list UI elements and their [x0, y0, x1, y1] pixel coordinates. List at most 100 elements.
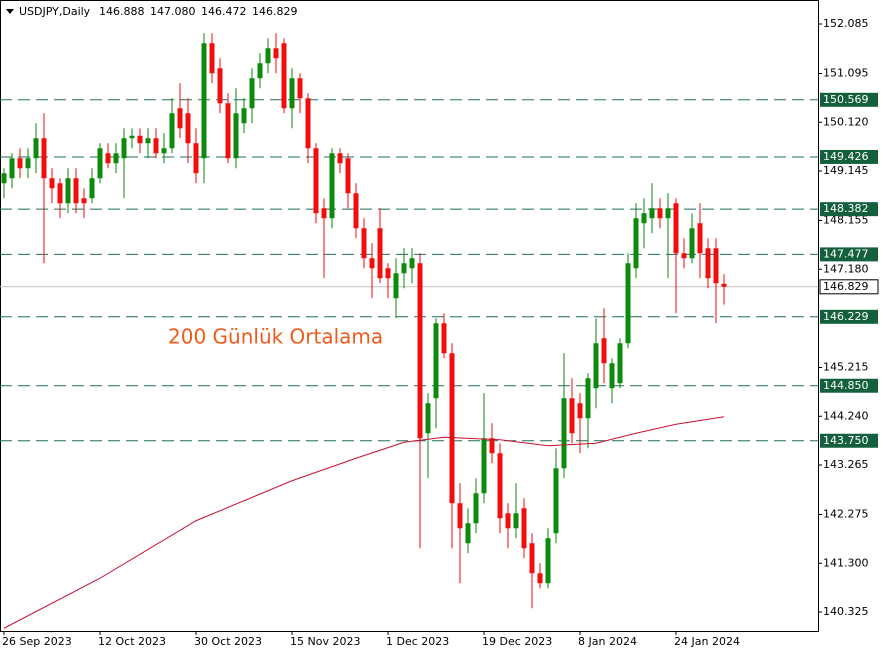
- candle-body: [273, 48, 279, 59]
- y-tick-label: 144.240: [823, 409, 869, 422]
- candle-body: [577, 403, 583, 419]
- candle-body: [705, 248, 711, 279]
- candle-body: [41, 138, 47, 179]
- level-label: 150.569: [823, 93, 869, 106]
- header-low: 146.472: [201, 5, 247, 18]
- candle-body: [65, 178, 71, 204]
- y-tick-label: 145.215: [823, 361, 869, 374]
- candle-body: [305, 98, 311, 149]
- current-price-label: 146.829: [823, 280, 869, 293]
- level-label: 146.229: [823, 310, 869, 323]
- y-tick-label: 149.145: [823, 164, 869, 177]
- candle-body: [169, 113, 175, 149]
- candle-body: [713, 248, 719, 284]
- candle-body: [489, 438, 495, 454]
- candle-body: [137, 135, 143, 144]
- level-label-bg: [820, 247, 878, 262]
- current-price-bg: [819, 279, 879, 295]
- candle-body: [649, 208, 655, 219]
- candle-body: [393, 273, 399, 299]
- candle-body: [593, 343, 599, 389]
- candle-body: [457, 503, 463, 529]
- candle-body: [657, 208, 663, 219]
- candle-body: [97, 148, 103, 179]
- candle-body: [425, 403, 431, 434]
- candle-body: [433, 323, 439, 399]
- candle-body: [297, 78, 303, 99]
- candle-body: [145, 138, 151, 144]
- candle-body: [561, 398, 567, 469]
- candle-body: [49, 178, 55, 189]
- annotation: 200 Günlük Ortalama: [168, 325, 383, 349]
- candle-body: [217, 68, 223, 104]
- level-label-bg: [820, 309, 878, 324]
- candle-body: [281, 43, 287, 109]
- candle-body: [313, 148, 319, 214]
- y-tick-label: 151.095: [823, 67, 869, 80]
- y-tick-label: 150.120: [823, 115, 869, 128]
- x-tick-label: 24 Jan 2024: [674, 635, 740, 648]
- candle-body: [641, 213, 647, 224]
- candle-body: [673, 203, 679, 254]
- x-tick-label: 26 Sep 2023: [2, 635, 72, 648]
- candle-body: [193, 143, 199, 174]
- candle-body: [265, 48, 271, 64]
- candle-body: [681, 253, 687, 259]
- x-tick-label: 1 Dec 2023: [386, 635, 449, 648]
- level-label-bg: [820, 378, 878, 393]
- level-label-bg: [820, 92, 878, 107]
- candle-body: [617, 343, 623, 384]
- candle-body: [17, 158, 23, 169]
- candle-body: [505, 513, 511, 529]
- candle-body: [153, 138, 159, 154]
- y-tick-label: 152.085: [823, 17, 869, 30]
- candle-body: [209, 43, 215, 74]
- candle-body: [529, 543, 535, 574]
- candle-body: [241, 108, 247, 124]
- candle-body: [113, 153, 119, 164]
- candle-body: [473, 493, 479, 524]
- candle-body: [625, 263, 631, 344]
- candle-body: [289, 78, 295, 109]
- candle-body: [497, 453, 503, 519]
- candle-body: [89, 178, 95, 199]
- candle-body: [601, 338, 607, 364]
- level-label: 143.750: [823, 434, 869, 447]
- candle-body: [585, 378, 591, 419]
- candle-body: [545, 538, 551, 584]
- candle-body: [361, 228, 367, 259]
- candle-body: [633, 218, 639, 269]
- header-close: 146.829: [252, 5, 298, 18]
- candle-body: [697, 223, 703, 254]
- candle-body: [337, 153, 343, 164]
- candle-body: [185, 113, 191, 144]
- level-label-bg: [820, 202, 878, 217]
- candle-body: [377, 228, 383, 279]
- candle-body: [481, 438, 487, 494]
- symbol: USDJPY,Daily: [19, 5, 91, 18]
- candle-body: [401, 263, 407, 274]
- candle-body: [417, 263, 423, 439]
- level-label: 148.382: [823, 202, 869, 215]
- x-tick-label: 30 Oct 2023: [194, 635, 262, 648]
- candle-body: [129, 135, 135, 139]
- header-open: 146.888: [99, 5, 145, 18]
- x-tick-label: 12 Oct 2023: [98, 635, 166, 648]
- plot-frame: [0, 0, 819, 632]
- candle-body: [329, 153, 335, 219]
- candle-body: [321, 208, 327, 219]
- menu-arrow[interactable]: [6, 9, 14, 14]
- candle-body: [81, 198, 87, 204]
- candle-body: [9, 158, 15, 179]
- candle-body: [353, 193, 359, 229]
- candle-body: [33, 138, 39, 159]
- x-tick-label: 19 Dec 2023: [482, 635, 552, 648]
- candle-body: [721, 283, 727, 287]
- y-tick-label: 148.155: [823, 214, 869, 227]
- level-label-bg: [820, 433, 878, 448]
- candle-body: [121, 138, 127, 159]
- candle-body: [105, 153, 111, 164]
- level-label-bg: [820, 149, 878, 164]
- candle-body: [441, 323, 447, 354]
- candle-body: [521, 508, 527, 549]
